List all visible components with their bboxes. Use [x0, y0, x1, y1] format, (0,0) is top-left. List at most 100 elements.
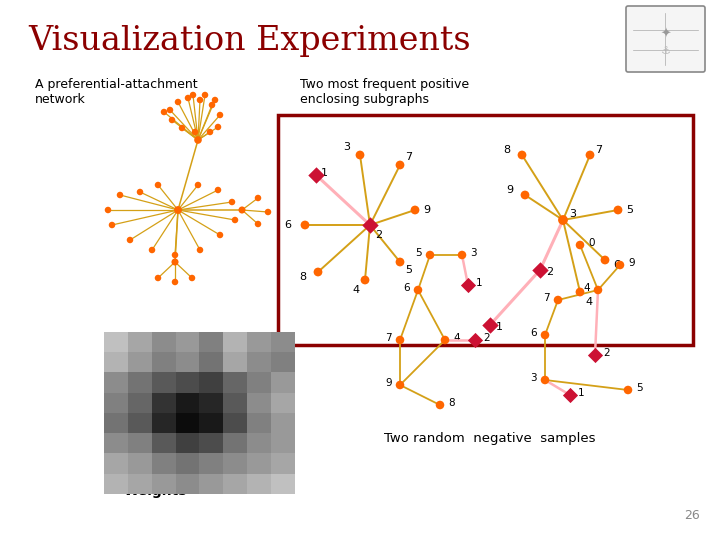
Point [192, 136, 204, 144]
Point [485, 321, 496, 329]
Point [622, 386, 634, 394]
Point [599, 255, 611, 264]
Text: Weights: Weights [123, 484, 186, 498]
Point [469, 336, 481, 345]
Point [152, 274, 163, 282]
Point [172, 98, 184, 106]
Text: 0: 0 [588, 238, 595, 248]
Text: Two most frequent positive
enclosing subgraphs: Two most frequent positive enclosing sub… [300, 78, 469, 106]
Text: 8: 8 [503, 145, 510, 155]
Text: ✦: ✦ [660, 28, 671, 40]
Text: 9: 9 [506, 185, 513, 195]
Text: 4: 4 [585, 297, 592, 307]
Point [146, 246, 158, 254]
Point [186, 274, 198, 282]
Text: 6: 6 [284, 220, 291, 230]
Text: 6: 6 [613, 260, 620, 270]
Point [206, 100, 217, 109]
Text: 9: 9 [385, 378, 392, 388]
Point [107, 221, 118, 230]
Point [395, 258, 406, 266]
Text: 8: 8 [299, 272, 306, 282]
Point [462, 281, 474, 289]
Point [413, 286, 424, 294]
Point [229, 215, 240, 224]
Text: 4: 4 [453, 333, 459, 343]
Point [364, 221, 376, 230]
Text: 26: 26 [684, 509, 700, 522]
Point [312, 268, 324, 276]
Point [226, 198, 238, 206]
Text: 6: 6 [531, 328, 537, 338]
Text: 2: 2 [546, 267, 553, 277]
Point [557, 215, 569, 224]
Text: 1: 1 [496, 322, 503, 332]
Point [215, 231, 226, 239]
Point [199, 91, 211, 99]
Text: Visualization Experiments: Visualization Experiments [28, 25, 471, 57]
Point [409, 206, 420, 214]
Point [519, 191, 531, 199]
Point [539, 330, 551, 339]
Point [252, 194, 264, 202]
Text: 2: 2 [375, 230, 382, 240]
Text: 4: 4 [353, 285, 360, 295]
Point [516, 151, 528, 159]
Point [169, 258, 181, 266]
Point [354, 151, 366, 159]
Point [114, 191, 126, 199]
Point [212, 123, 224, 131]
Point [359, 276, 371, 285]
Point [439, 336, 451, 345]
Point [614, 261, 626, 269]
Text: 3: 3 [343, 142, 350, 152]
Text: 5: 5 [405, 265, 412, 275]
Point [552, 296, 564, 305]
Text: 1: 1 [321, 168, 328, 178]
Text: 5: 5 [636, 383, 643, 393]
Point [187, 91, 199, 99]
Text: 9: 9 [628, 258, 634, 268]
Text: 8: 8 [448, 398, 454, 408]
Text: 7: 7 [405, 152, 412, 162]
Point [395, 381, 406, 389]
Bar [278, 115, 693, 345]
Text: 1: 1 [578, 388, 585, 398]
Text: 3: 3 [470, 248, 477, 258]
Text: 6: 6 [403, 283, 410, 293]
Point [300, 221, 311, 230]
Point [215, 111, 226, 119]
Point [204, 127, 216, 136]
Text: Two random  negative  samples: Two random negative samples [384, 432, 595, 445]
Point [593, 286, 604, 294]
Point [575, 288, 586, 296]
Text: 3: 3 [569, 209, 576, 219]
Point [236, 206, 248, 214]
Point [534, 266, 546, 274]
Point [194, 96, 206, 104]
Point [434, 401, 446, 409]
Point [164, 106, 176, 114]
Point [182, 93, 194, 102]
Text: 2: 2 [603, 348, 610, 358]
Point [189, 127, 201, 136]
Text: 7: 7 [595, 145, 602, 155]
Text: 3: 3 [531, 373, 537, 383]
Text: 5: 5 [415, 248, 422, 258]
Point [158, 107, 170, 116]
Point [176, 124, 188, 132]
Text: 1: 1 [476, 278, 482, 288]
Point [424, 251, 436, 259]
Text: 2: 2 [483, 333, 490, 343]
Point [456, 251, 468, 259]
Point [539, 376, 551, 384]
FancyBboxPatch shape [626, 6, 705, 72]
Text: ⚓: ⚓ [660, 46, 670, 56]
Point [584, 151, 595, 159]
Point [564, 390, 576, 399]
Point [169, 251, 181, 259]
Point [310, 171, 322, 179]
Point [166, 116, 178, 124]
Point [395, 161, 406, 170]
Text: 9: 9 [423, 205, 430, 215]
